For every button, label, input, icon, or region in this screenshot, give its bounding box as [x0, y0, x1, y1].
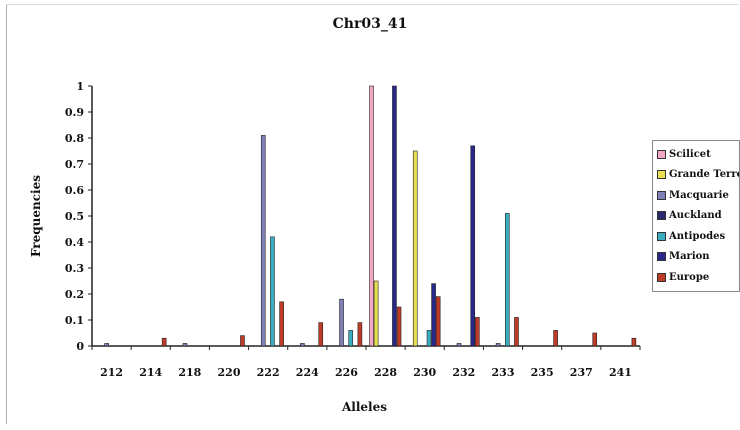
- bar: [631, 337, 637, 347]
- bar: [592, 332, 598, 347]
- chart-frame: [6, 4, 738, 424]
- y-tick-label: 0.5: [65, 210, 84, 223]
- bar: [426, 330, 432, 347]
- y-tick-label: 0.6: [65, 184, 84, 197]
- legend-item: Antipodes: [657, 229, 725, 243]
- bar: [495, 343, 501, 347]
- y-tick-label: 0.8: [65, 132, 84, 145]
- x-tick-label: 226: [335, 366, 358, 379]
- legend-label: Europe: [669, 271, 710, 283]
- bar: [456, 343, 462, 347]
- bar: [553, 330, 558, 347]
- bar: [514, 317, 519, 347]
- bar: [412, 150, 418, 347]
- bar: [300, 343, 305, 347]
- y-tick-label: 0: [76, 340, 84, 353]
- y-tick-label: 0.3: [65, 262, 84, 275]
- bar: [435, 296, 441, 347]
- x-tick-label: 218: [178, 366, 201, 379]
- bar: [392, 85, 397, 347]
- legend-item: Marion: [657, 250, 710, 264]
- axes: [88, 85, 641, 350]
- legend-swatch: [657, 170, 666, 179]
- bar: [339, 298, 344, 347]
- legend-swatch: [657, 211, 666, 220]
- legend-item: Grande Terre: [657, 168, 740, 182]
- y-tick-label: 0.7: [65, 158, 84, 171]
- bar: [357, 322, 363, 347]
- legend-label: Grande Terre: [669, 169, 740, 180]
- legend-item: Auckland: [657, 209, 722, 223]
- y-tick-label: 0.2: [65, 288, 84, 301]
- legend-label: Auckland: [669, 210, 722, 221]
- x-axis-label: Alleles: [341, 400, 387, 414]
- chart-title: Chr03_41: [332, 16, 408, 32]
- legend-swatch: [657, 272, 666, 282]
- bar: [182, 343, 188, 347]
- bar: [279, 301, 284, 347]
- bar: [504, 213, 510, 347]
- x-tick-label: 230: [413, 366, 436, 379]
- bar: [270, 236, 275, 347]
- bar: [373, 280, 379, 347]
- bar: [348, 330, 354, 347]
- x-tick-label: 237: [570, 366, 593, 379]
- x-tick-label: 222: [257, 366, 280, 379]
- x-tick-label: 224: [296, 366, 319, 379]
- legend: Scilicet Grande Terre Macquarie Auckland Ant…: [652, 140, 740, 292]
- legend-label: Antipodes: [669, 230, 726, 242]
- x-tick-label: 220: [218, 366, 241, 379]
- bar: [369, 85, 374, 347]
- bar: [318, 322, 324, 347]
- legend-label: Marion: [669, 251, 710, 262]
- legend-label: Macquarie: [669, 189, 729, 201]
- y-tick-label: 1: [76, 80, 84, 93]
- bar: [475, 317, 480, 347]
- legend-label: Scilicet: [669, 148, 711, 160]
- legend-item: Europe: [657, 270, 709, 284]
- x-tick-label: 212: [100, 366, 123, 379]
- y-tick-label: 0.1: [65, 314, 84, 327]
- bar: [260, 135, 266, 347]
- bar: [104, 343, 109, 347]
- legend-swatch: [657, 252, 666, 261]
- legend-swatch: [657, 231, 666, 241]
- bar: [470, 145, 476, 347]
- y-tick-label: 0.4: [65, 236, 84, 249]
- x-tick-label: 214: [139, 366, 162, 379]
- bars: [104, 85, 637, 347]
- tick-labels: 0 0.1 0.2 0.3 0.4 0.5 0.6 0.7 0.8 0.9 1 212 214 218 22…: [65, 80, 632, 379]
- bar: [161, 337, 167, 347]
- x-tick-label: 241: [609, 366, 632, 379]
- legend-swatch: [657, 149, 666, 159]
- bar: [396, 306, 402, 347]
- legend-item: Macquarie: [657, 188, 729, 202]
- y-tick-label: 0.9: [65, 106, 84, 119]
- x-tick-label: 228: [374, 366, 397, 379]
- legend-swatch: [657, 190, 666, 200]
- x-tick-label: 232: [452, 366, 475, 379]
- legend-item: Scilicet: [657, 147, 711, 161]
- x-tick-label: 235: [531, 366, 554, 379]
- x-tick-label: 233: [492, 366, 515, 379]
- bar: [240, 335, 245, 347]
- bar: [431, 283, 436, 347]
